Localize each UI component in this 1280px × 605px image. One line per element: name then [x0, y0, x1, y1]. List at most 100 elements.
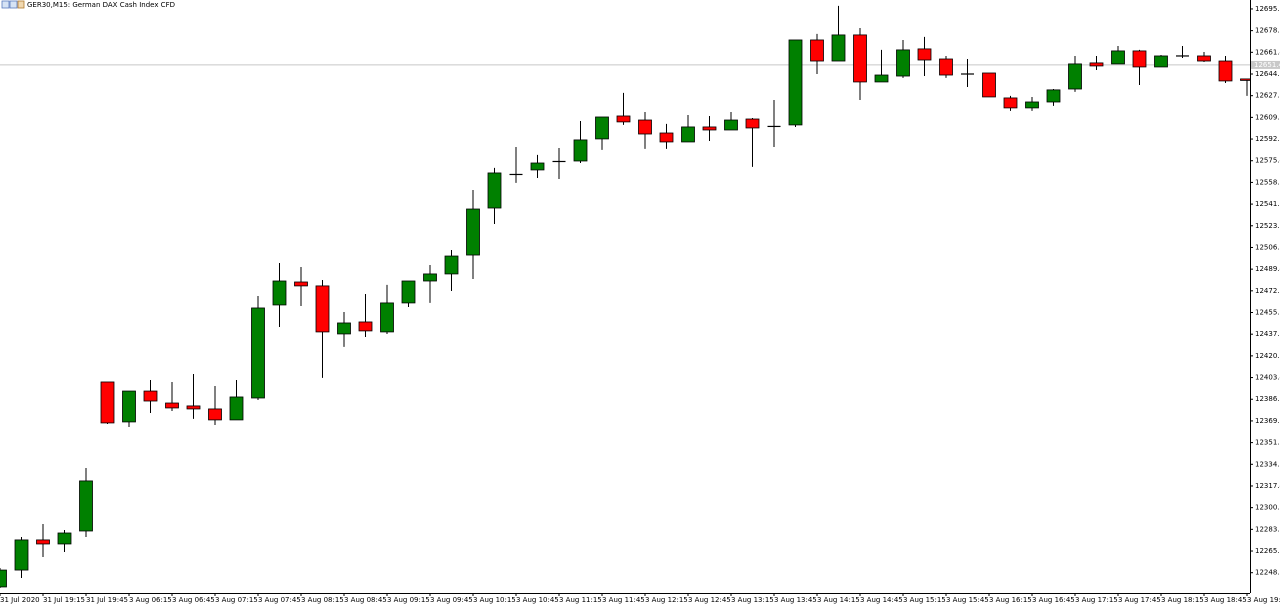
candle-body — [57, 532, 72, 545]
candle — [595, 116, 609, 150]
x-tick-label: 3 Aug 15:15 — [903, 596, 946, 604]
candle-body — [745, 118, 760, 129]
candle-body — [466, 208, 480, 256]
candle — [638, 111, 652, 149]
candle — [788, 39, 803, 127]
x-tick-label: 3 Aug 11:45 — [602, 596, 645, 604]
candle — [1176, 46, 1189, 58]
candle-body — [143, 390, 158, 402]
candle — [961, 58, 974, 87]
y-tick-label: 12437.8 — [1255, 330, 1280, 338]
candle-body — [36, 539, 50, 545]
candle-body — [659, 132, 674, 143]
candle — [229, 379, 244, 421]
candle — [337, 312, 351, 347]
candle — [380, 284, 394, 334]
x-tick-label: 3 Aug 10:15 — [473, 596, 516, 604]
candle-body — [1003, 97, 1018, 109]
candle-body — [1089, 62, 1104, 67]
y-tick-label: 12695.8 — [1255, 5, 1280, 13]
candle-body — [982, 72, 996, 98]
candle-body — [1025, 101, 1039, 109]
x-tick-label: 3 Aug 12:15 — [645, 596, 688, 604]
candle — [1132, 49, 1147, 85]
candle-body — [831, 34, 846, 62]
candle-body — [380, 302, 394, 333]
x-tick-label: 3 Aug 09:45 — [430, 596, 473, 604]
candle — [530, 154, 545, 179]
candle — [1068, 55, 1082, 92]
candle — [659, 123, 674, 149]
candle-body — [165, 402, 179, 409]
candle-body — [79, 480, 93, 532]
candle — [509, 146, 523, 183]
symbol-icon — [1, 0, 25, 9]
candle-body — [122, 390, 136, 423]
candle-body — [251, 307, 265, 399]
y-tick-label: 12523.8 — [1255, 222, 1280, 230]
x-tick-label: 3 Aug 16:45 — [1032, 596, 1075, 604]
candle-body — [1046, 89, 1061, 103]
candle — [1218, 55, 1233, 83]
y-tick-label: 12678.6 — [1255, 27, 1280, 35]
candle-body — [530, 162, 545, 171]
x-tick-label: 3 Aug 12:45 — [688, 596, 731, 604]
y-tick-label: 12317.4 — [1255, 482, 1280, 490]
x-tick-label: 3 Aug 18:15 — [1161, 596, 1204, 604]
x-tick-label: 31 Jul 19:15 — [43, 596, 85, 604]
y-tick-label: 12265.8 — [1255, 547, 1280, 555]
x-tick-label: 3 Aug 18:45 — [1204, 596, 1247, 604]
candle — [1154, 54, 1168, 68]
x-tick-label: 3 Aug 09:15 — [387, 596, 430, 604]
candle — [466, 189, 480, 279]
candle — [1089, 55, 1104, 70]
candle-body — [208, 408, 222, 421]
chart-title: GER30,M15: German DAX Cash Index CFD — [27, 1, 175, 9]
candle-body — [337, 322, 351, 335]
candle — [616, 92, 631, 125]
y-tick-label: 12644.2 — [1255, 70, 1280, 78]
candle-body — [0, 569, 7, 588]
y-tick-label: 12386.2 — [1255, 395, 1280, 403]
candle — [208, 386, 222, 425]
candle — [36, 524, 50, 557]
y-tick-label: 12351.8 — [1255, 439, 1280, 447]
candle-body — [358, 321, 373, 332]
candle — [681, 114, 695, 143]
y-tick-label: 12575.4 — [1255, 157, 1280, 165]
candle — [1197, 51, 1211, 63]
x-tick-label: 31 Jul 19:45 — [86, 596, 128, 604]
x-tick-label: 3 Aug 07:15 — [215, 596, 258, 604]
candle — [831, 5, 846, 62]
candle — [79, 467, 93, 538]
candle-body — [1132, 50, 1147, 68]
candle-body — [896, 49, 910, 77]
candle-body — [294, 281, 308, 287]
candle — [143, 379, 158, 413]
candle-body — [272, 280, 287, 306]
candle-body — [1240, 78, 1250, 81]
candle-body — [1218, 60, 1233, 82]
candle — [1003, 95, 1018, 111]
candle-body — [186, 405, 201, 410]
candle — [487, 167, 502, 225]
candle — [810, 33, 824, 74]
candle — [14, 537, 29, 578]
x-tick-label: 3 Aug 15:45 — [946, 596, 989, 604]
current-price-label: 12651.4 — [1254, 61, 1280, 69]
x-tick-label: 3 Aug 06:15 — [129, 596, 172, 604]
candle — [294, 267, 308, 306]
y-tick-label: 12403.4 — [1255, 374, 1280, 382]
candle-body — [874, 74, 889, 83]
candle — [724, 111, 738, 131]
y-tick-label: 12506.6 — [1255, 243, 1280, 251]
candle — [122, 390, 136, 427]
candle — [57, 529, 72, 553]
candle-body — [573, 139, 588, 162]
candle-body — [638, 119, 652, 135]
candle — [315, 279, 330, 378]
x-tick-label: 3 Aug 17:15 — [1075, 596, 1118, 604]
current-price-box — [1251, 60, 1280, 69]
